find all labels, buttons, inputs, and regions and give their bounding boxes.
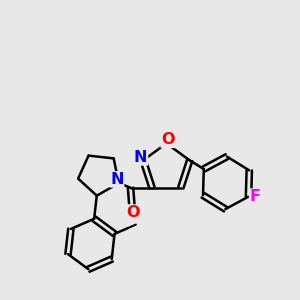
Text: N: N	[134, 150, 148, 165]
Text: F: F	[250, 189, 261, 204]
Text: O: O	[161, 132, 175, 147]
Text: O: O	[126, 205, 140, 220]
Text: N: N	[110, 172, 124, 187]
